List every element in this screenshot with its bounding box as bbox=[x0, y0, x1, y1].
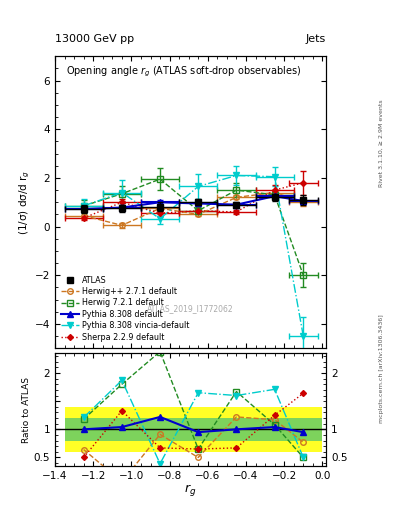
Text: mcplots.cern.ch [arXiv:1306.3436]: mcplots.cern.ch [arXiv:1306.3436] bbox=[379, 314, 384, 423]
Y-axis label: (1/σ) dσ/d r$_g$: (1/σ) dσ/d r$_g$ bbox=[18, 169, 32, 235]
Text: Opening angle $r_g$ (ATLAS soft-drop observables): Opening angle $r_g$ (ATLAS soft-drop obs… bbox=[66, 65, 301, 79]
Text: 13000 GeV pp: 13000 GeV pp bbox=[55, 33, 134, 44]
Y-axis label: Ratio to ATLAS: Ratio to ATLAS bbox=[22, 377, 31, 442]
Text: Jets: Jets bbox=[306, 33, 326, 44]
Legend: ATLAS, Herwig++ 2.7.1 default, Herwig 7.2.1 default, Pythia 8.308 default, Pythi: ATLAS, Herwig++ 2.7.1 default, Herwig 7.… bbox=[59, 273, 192, 344]
Text: Rivet 3.1.10, ≥ 2.9M events: Rivet 3.1.10, ≥ 2.9M events bbox=[379, 99, 384, 187]
Text: ATLAS_2019_I1772062: ATLAS_2019_I1772062 bbox=[147, 304, 234, 313]
X-axis label: $r_g$: $r_g$ bbox=[184, 482, 197, 498]
